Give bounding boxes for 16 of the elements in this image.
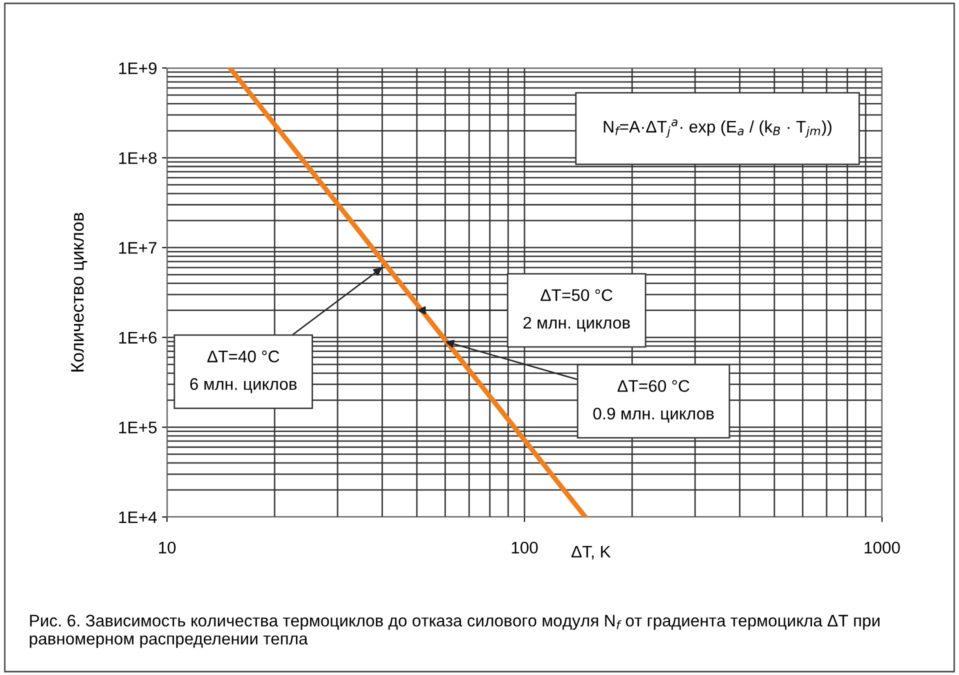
x-tick-label: 10	[159, 542, 176, 554]
y-tick-label: 1E+5	[119, 422, 157, 434]
y-tick-label: 1E+7	[119, 242, 156, 254]
x-tick-label: 100	[512, 542, 538, 554]
x-axis-title: ΔT, K	[571, 546, 611, 560]
y-tick-label: 1E+9	[119, 62, 156, 74]
text: Рис. 6. Зависимость количества термоциклов до отказа силового модуля N$_{f}$ от градиента термоцикла ΔT при равномерном распределении тепла	[30, 614, 880, 648]
y-tick-label: 1E+6	[119, 332, 157, 344]
x-tick-label: 1000	[864, 542, 900, 554]
y-tick-label: 1E+4	[119, 512, 157, 524]
annotation: ΔT=60 °C 0.9 млн. циклов	[593, 380, 714, 423]
annotation: ΔT=50 °C 2 млн. циклов	[523, 289, 630, 332]
y-axis-title: Количество циклов	[71, 212, 88, 372]
y-tick-label: 1E+8	[119, 152, 157, 164]
annotation: ΔT=40 °C 6 млн. циклов	[190, 350, 297, 394]
text: N$_{f}$=A·ΔT$_{j}$$^{a}$· exp (E$_{a}$ / (k$_{B}$ · T$_{jm}$))	[604, 120, 832, 138]
